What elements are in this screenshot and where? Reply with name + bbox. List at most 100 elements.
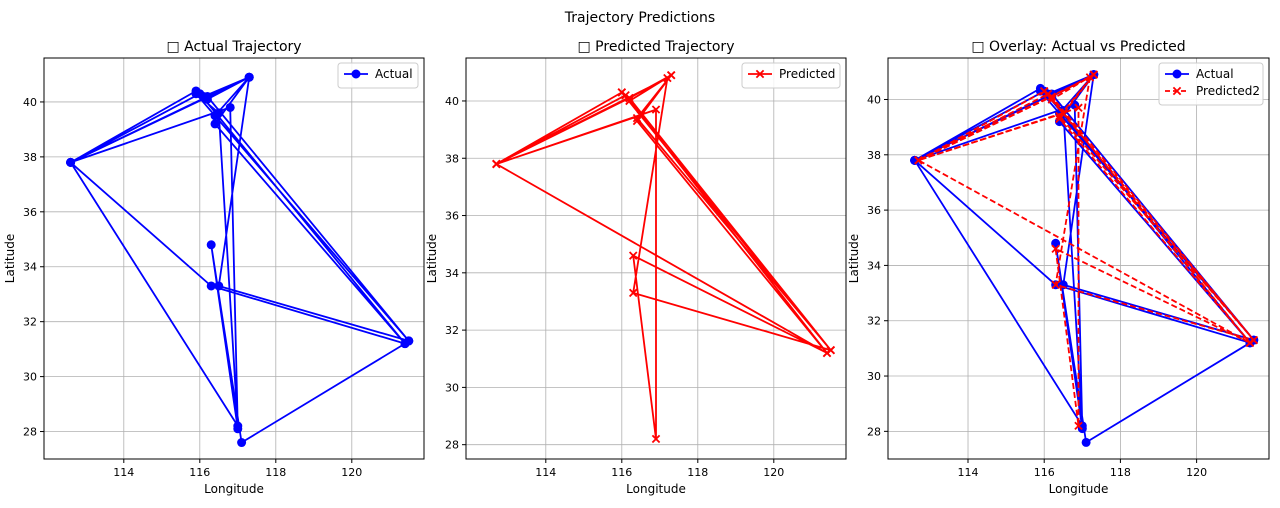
data-point [233,421,243,431]
data-point [1047,92,1057,101]
data-point [206,240,216,250]
x-tick-label: 114 [113,466,134,479]
series-actual [910,70,1259,447]
axes-frame [887,57,1270,460]
x-tick-label: 116 [611,466,632,479]
chart-title: □ Predicted Trajectory [578,39,735,55]
x-tick-label: 118 [265,466,286,479]
y-tick-label: 30 [23,371,37,384]
legend-box [337,62,419,89]
x-tick-label: 118 [687,466,708,479]
chart-title: □ Overlay: Actual vs Predicted [971,39,1185,55]
data-point [202,94,212,104]
series-predicted2 [914,70,1258,431]
chart-panel-1: 114 116 118 120 28 30 32 34 36 38 40 □ Actual Traje… [3,39,425,496]
data-point [1047,95,1057,104]
data-point [210,119,220,129]
data-point [666,70,676,80]
data-point [632,113,642,123]
x-tick-label: 116 [1034,466,1055,479]
axes-frame [465,57,847,460]
series-actual [66,72,414,448]
data-point [492,159,501,169]
data-point [625,93,634,103]
data-point [1055,111,1064,121]
y-tick-label: 28 [867,425,881,438]
data-point [214,281,224,291]
data-point [1089,70,1098,79]
legend: Actual Predicted2 [1158,62,1264,106]
legend-label: Predicted2 [1196,84,1260,98]
y-tick-label: 36 [23,206,37,219]
x-axis-label: Longitude [1049,482,1109,496]
y-tick-label: 28 [23,426,37,439]
legend-label: Actual [375,67,413,81]
y-tick-label: 38 [445,152,459,165]
data-point [1074,421,1083,431]
legend-marker [755,69,765,79]
data-point [1081,437,1091,447]
data-point [826,345,836,355]
data-point [206,281,216,291]
data-point [617,88,627,97]
y-tick-label: 28 [445,439,459,452]
data-point [1249,335,1258,345]
data-point [237,438,247,448]
y-tick-label: 30 [867,370,881,383]
y-tick-label: 40 [867,93,881,106]
legend: Actual [337,62,419,89]
data-point [651,105,661,114]
y-tick-label: 36 [445,210,459,223]
data-point [914,156,923,165]
legend-box [741,62,841,89]
legend-label: Predicted [779,67,835,81]
data-point [244,72,254,82]
chart-panel-2: 114 116 118 120 28 30 32 34 36 38 40 □ Predicted Tr… [425,39,847,496]
y-tick-label: 34 [867,259,881,272]
figure-title: Trajectory Predictions [564,10,715,26]
x-tick-label: 114 [535,466,556,479]
data-point [210,111,220,121]
x-axis-label: Longitude [204,482,264,496]
series-predicted [492,70,836,444]
legend-label: Actual [1196,67,1234,81]
chart-panels: 114 116 118 120 28 30 32 34 36 38 40 □ Actual Traje… [3,39,1270,496]
y-axis-label: Latitude [425,234,439,283]
legend-marker [1172,69,1182,79]
y-tick-label: 32 [867,315,881,328]
data-point [1051,244,1060,254]
y-tick-label: 32 [23,316,37,329]
data-point [225,102,235,112]
y-axis-label: Latitude [3,234,17,283]
x-tick-label: 116 [189,466,210,479]
y-tick-label: 34 [445,267,459,280]
data-point [628,288,638,298]
y-tick-label: 38 [867,149,881,162]
y-tick-label: 30 [445,381,459,394]
legend-marker [1172,86,1182,96]
data-point [651,434,661,444]
chart-panel-3: 114 116 118 120 28 30 32 34 36 38 40 □ Overlay: Act… [847,39,1270,496]
chart-title: □ Actual Trajectory [166,39,301,55]
series-line [69,76,410,444]
x-tick-label: 114 [958,466,979,479]
x-axis-label: Longitude [626,482,686,496]
x-tick-label: 118 [1110,466,1131,479]
series-line [495,74,832,440]
x-tick-label: 120 [1186,466,1207,479]
data-point [404,336,414,346]
data-point [191,89,201,99]
data-point [1074,103,1083,113]
y-tick-label: 36 [867,204,881,217]
x-tick-label: 120 [763,466,784,479]
data-point [1051,280,1060,290]
y-tick-label: 34 [23,261,37,274]
data-point [632,116,642,126]
series-line [913,73,1255,444]
data-point [625,96,634,106]
data-point [628,251,638,260]
y-tick-label: 40 [23,96,37,109]
data-point [1051,238,1061,248]
y-tick-label: 38 [23,151,37,164]
data-point [66,157,76,167]
